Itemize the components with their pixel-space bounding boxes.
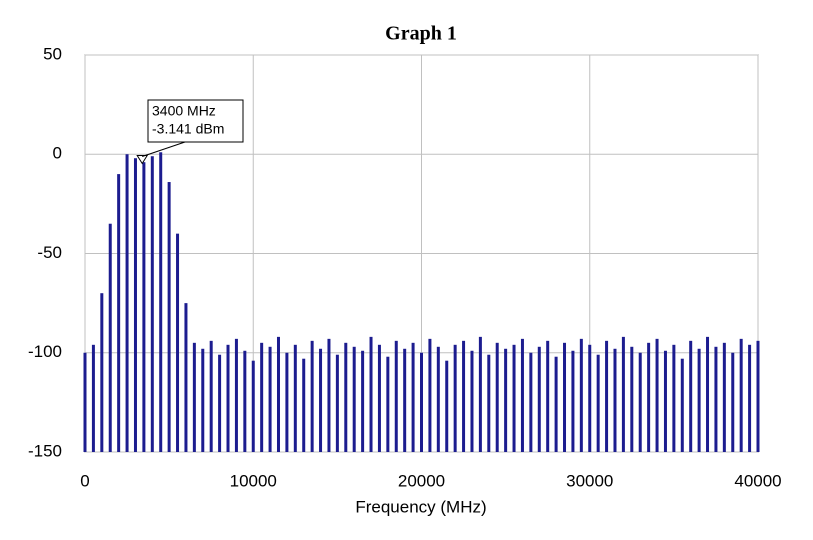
annotation-box [147,99,244,143]
bar [504,348,508,452]
bar [91,344,95,452]
bar [327,338,331,452]
y-tick-label: -100 [28,342,62,361]
bar [706,336,710,452]
bar [201,348,205,452]
bar [571,350,575,452]
bar [697,348,701,452]
bar [672,344,676,452]
bar [579,338,583,452]
bar [344,342,348,452]
bar [310,340,314,452]
bar [512,344,516,452]
bar [226,344,230,452]
bar [352,346,356,452]
bar [142,162,146,452]
x-tick-label: 40000 [734,471,781,490]
bar [470,350,474,452]
bar [293,344,297,452]
x-tick-label: 20000 [398,471,445,490]
bar [647,342,651,452]
chart-title: Graph 1 [385,23,457,45]
bar [218,354,222,452]
x-tick-label: 30000 [566,471,613,490]
y-tick-label: 50 [43,44,62,63]
bar [117,174,121,452]
bar [655,338,659,452]
bar [260,342,264,452]
bar [192,342,196,452]
y-tick-label: -150 [28,441,62,460]
bar [714,346,718,452]
bar [403,348,407,452]
bar [495,342,499,452]
x-tick-label: 0 [80,471,89,490]
bar [369,336,373,452]
x-axis-label: Frequency (MHz) [355,497,486,516]
bar [453,344,457,452]
bar [621,336,625,452]
bar [487,354,491,452]
annotation-text: 3400 MHz [152,103,216,119]
bar [100,293,104,452]
bar [739,338,743,452]
bar [108,223,112,452]
bar [478,336,482,452]
bar [209,340,213,452]
bar [276,336,280,452]
bar [361,350,365,452]
bar [588,344,592,452]
bar [377,344,381,452]
bar [83,352,87,452]
bar [251,360,255,452]
bar [150,156,154,453]
annotation-text: -3.141 dBm [152,121,224,137]
bar [663,350,667,452]
bar [436,346,440,452]
bar [234,338,238,452]
bar [731,352,735,452]
annotation-leader [142,141,186,157]
bar [748,344,752,452]
bar [554,356,558,452]
bar [335,354,339,452]
bar [680,358,684,452]
bar [167,182,171,453]
bar [722,342,726,452]
bar [411,342,415,452]
y-tick-label: -50 [37,243,62,262]
bar [125,154,129,452]
bar [302,358,306,452]
bar [268,346,272,452]
bar [445,360,449,452]
bar [176,233,180,452]
y-tick-label: 0 [53,144,62,163]
bar [520,338,524,452]
bar [319,348,323,452]
bar [613,348,617,452]
bar [428,338,432,452]
bar [630,346,634,452]
bar [184,303,188,452]
bar [537,346,541,452]
bar [596,354,600,452]
bar [133,158,137,452]
bar [546,340,550,452]
bar [243,350,247,452]
bar [756,340,760,452]
bar [420,352,423,452]
bar [605,340,609,452]
bar [529,352,533,452]
bar [394,340,398,452]
bar [159,152,163,452]
bar [386,356,390,452]
bar [563,342,567,452]
annotation-marker [136,154,149,165]
bar [285,352,289,452]
bar [462,340,466,452]
bar [638,352,642,452]
x-tick-label: 10000 [230,471,277,490]
bar [689,340,693,452]
